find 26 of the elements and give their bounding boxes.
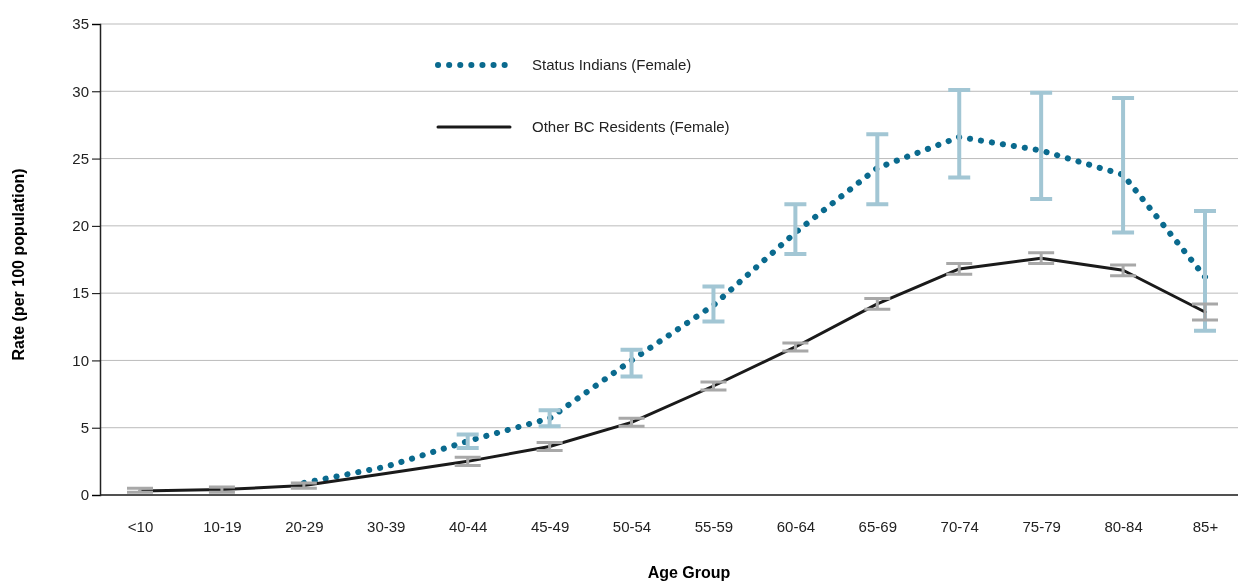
y-tick-label: 0 bbox=[80, 486, 89, 504]
legend-label: Other BC Residents (Female) bbox=[532, 118, 730, 135]
x-tick-label: 55-59 bbox=[694, 517, 734, 535]
y-tick-label: 15 bbox=[72, 284, 89, 302]
y-axis-title: Rate (per 100 population) bbox=[10, 168, 27, 361]
x-tick-label: <10 bbox=[127, 517, 154, 535]
y-tick-label: 30 bbox=[72, 82, 89, 100]
x-tick-label: 30-39 bbox=[367, 517, 406, 535]
x-tick-label: 10-19 bbox=[203, 517, 242, 535]
x-tick-label: 65-69 bbox=[858, 517, 897, 535]
x-tick-label: 50-54 bbox=[612, 517, 652, 535]
x-tick-label: 60-64 bbox=[776, 517, 816, 535]
x-tick-label: 85+ bbox=[1192, 517, 1219, 535]
x-tick-label: 70-74 bbox=[940, 517, 979, 535]
x-tick-label: 45-49 bbox=[530, 517, 570, 535]
x-tick-label: 40-44 bbox=[449, 517, 488, 535]
y-tick-label: 5 bbox=[80, 419, 89, 437]
y-tick-label: 20 bbox=[72, 217, 89, 235]
x-tick-label: 20-29 bbox=[285, 517, 324, 535]
y-tick-label: 25 bbox=[72, 149, 89, 167]
x-tick-label: 75-79 bbox=[1022, 517, 1061, 535]
y-tick-label: 10 bbox=[72, 351, 89, 369]
legend-label: Status Indians (Female) bbox=[532, 56, 692, 73]
y-tick-label: 35 bbox=[72, 15, 89, 33]
x-tick-label: 80-84 bbox=[1104, 517, 1143, 535]
x-axis-title: Age Group bbox=[647, 564, 731, 581]
